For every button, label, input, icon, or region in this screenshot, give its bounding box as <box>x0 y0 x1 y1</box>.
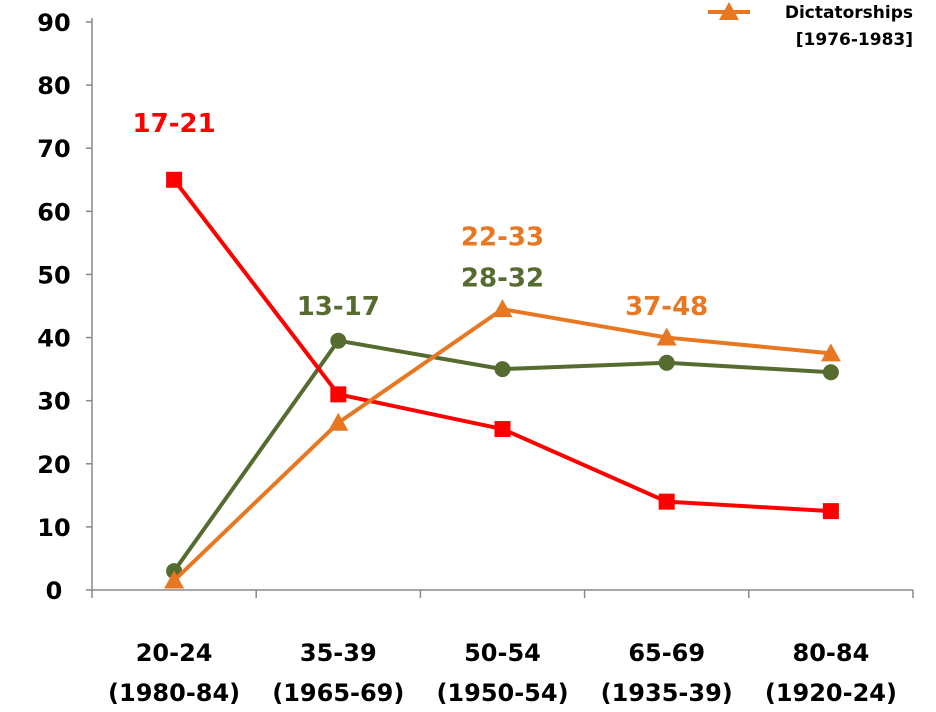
annotation-label: 17-21 <box>133 109 216 139</box>
data-point <box>658 354 675 371</box>
series-1 <box>166 332 839 580</box>
x-tick-label: (1965-69) <box>272 679 404 707</box>
x-tick-label: (1980-84) <box>108 679 240 707</box>
annotations: 17-21 13-17 22-33 28-32 37-48 <box>133 109 709 322</box>
y-tick-label: 50 <box>37 261 70 289</box>
axes: 0 10 20 30 40 50 60 70 80 90 20-24 (1980-84) 35-39 (1… <box>37 9 914 707</box>
legend-label: [1976-1983] <box>796 30 913 50</box>
series-line <box>172 307 832 582</box>
data-point <box>328 412 349 431</box>
legend-label: Dictatorships <box>785 3 913 23</box>
y-tick-label: 40 <box>37 325 70 353</box>
y-tick-label: 30 <box>37 388 70 416</box>
series-2 <box>164 299 841 589</box>
x-tick-label: (1920-24) <box>765 679 897 707</box>
annotation-label: 22-33 <box>461 223 544 253</box>
annotation-label: 28-32 <box>461 264 544 294</box>
y-tick-label: 60 <box>37 198 70 226</box>
x-tick-label: 80-84 <box>793 639 870 667</box>
legend: Dictatorships [1976-1983] <box>708 2 913 50</box>
x-tick-label: (1935-39) <box>601 679 733 707</box>
legend-marker <box>719 2 739 20</box>
data-point <box>820 343 841 362</box>
data-point <box>330 332 347 349</box>
annotation-label: 13-17 <box>297 292 380 322</box>
x-tick-label: 20-24 <box>136 639 213 667</box>
x-tick-label: 35-39 <box>300 639 377 667</box>
data-point <box>166 171 183 188</box>
data-point <box>822 503 839 520</box>
series-0 <box>166 171 839 520</box>
y-tick-label: 10 <box>37 514 70 542</box>
data-point <box>492 299 513 318</box>
y-tick-label: 0 <box>46 577 63 605</box>
data-point <box>822 364 839 381</box>
data-point <box>494 421 511 438</box>
data-point <box>164 570 185 589</box>
y-tick-label: 90 <box>37 9 70 37</box>
data-point <box>656 327 677 346</box>
y-tick-label: 80 <box>37 72 70 100</box>
data-point <box>494 361 511 378</box>
series-layer <box>164 171 841 589</box>
y-tick-label: 20 <box>37 451 70 479</box>
data-point <box>658 493 675 510</box>
x-tick-label: (1950-54) <box>436 679 568 707</box>
annotation-label: 37-48 <box>625 292 708 322</box>
data-point <box>330 386 347 403</box>
y-tick-label: 70 <box>37 135 70 163</box>
x-tick-label: 50-54 <box>464 639 541 667</box>
x-tick-label: 65-69 <box>628 639 705 667</box>
